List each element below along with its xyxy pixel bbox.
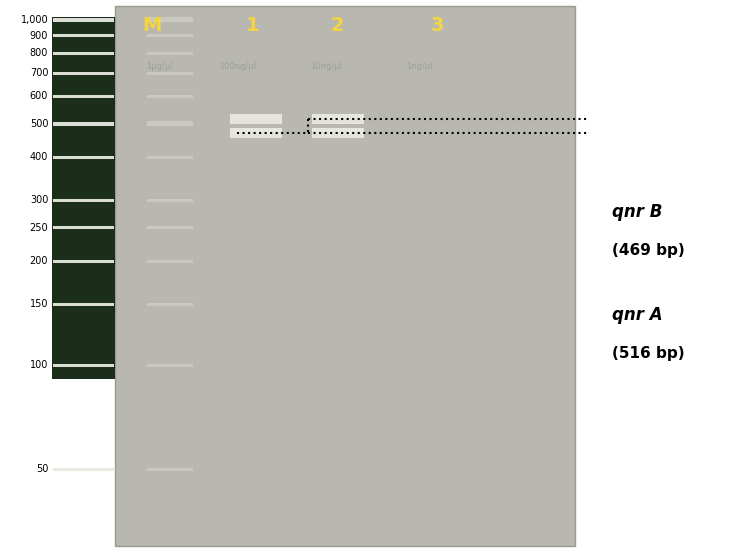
Text: 500: 500 (30, 119, 48, 129)
Text: 3: 3 (431, 16, 444, 35)
Text: (516 bp): (516 bp) (612, 346, 685, 361)
Text: 50: 50 (36, 464, 48, 474)
Text: 250: 250 (30, 223, 48, 233)
Text: 700: 700 (30, 69, 48, 79)
Text: 150: 150 (30, 300, 48, 310)
Text: 1,000: 1,000 (21, 15, 48, 25)
Text: 1μg/μl: 1μg/μl (146, 62, 173, 71)
Text: 900: 900 (30, 31, 48, 41)
Text: qnr B: qnr B (612, 203, 663, 221)
Text: qnr A: qnr A (612, 306, 663, 324)
Text: 1ng/μl: 1ng/μl (406, 62, 433, 71)
Text: 800: 800 (30, 48, 48, 58)
Text: 100ng/μl: 100ng/μl (219, 62, 256, 71)
Text: 400: 400 (30, 152, 48, 162)
Text: M: M (142, 16, 162, 35)
Text: 300: 300 (30, 196, 48, 206)
Text: 200: 200 (30, 256, 48, 266)
Text: 600: 600 (30, 91, 48, 101)
Text: (469 bp): (469 bp) (612, 243, 685, 258)
Text: 100: 100 (30, 360, 48, 370)
Text: 1: 1 (246, 16, 259, 35)
Text: 2: 2 (331, 16, 344, 35)
Text: 10ng/μl: 10ng/μl (311, 62, 342, 71)
